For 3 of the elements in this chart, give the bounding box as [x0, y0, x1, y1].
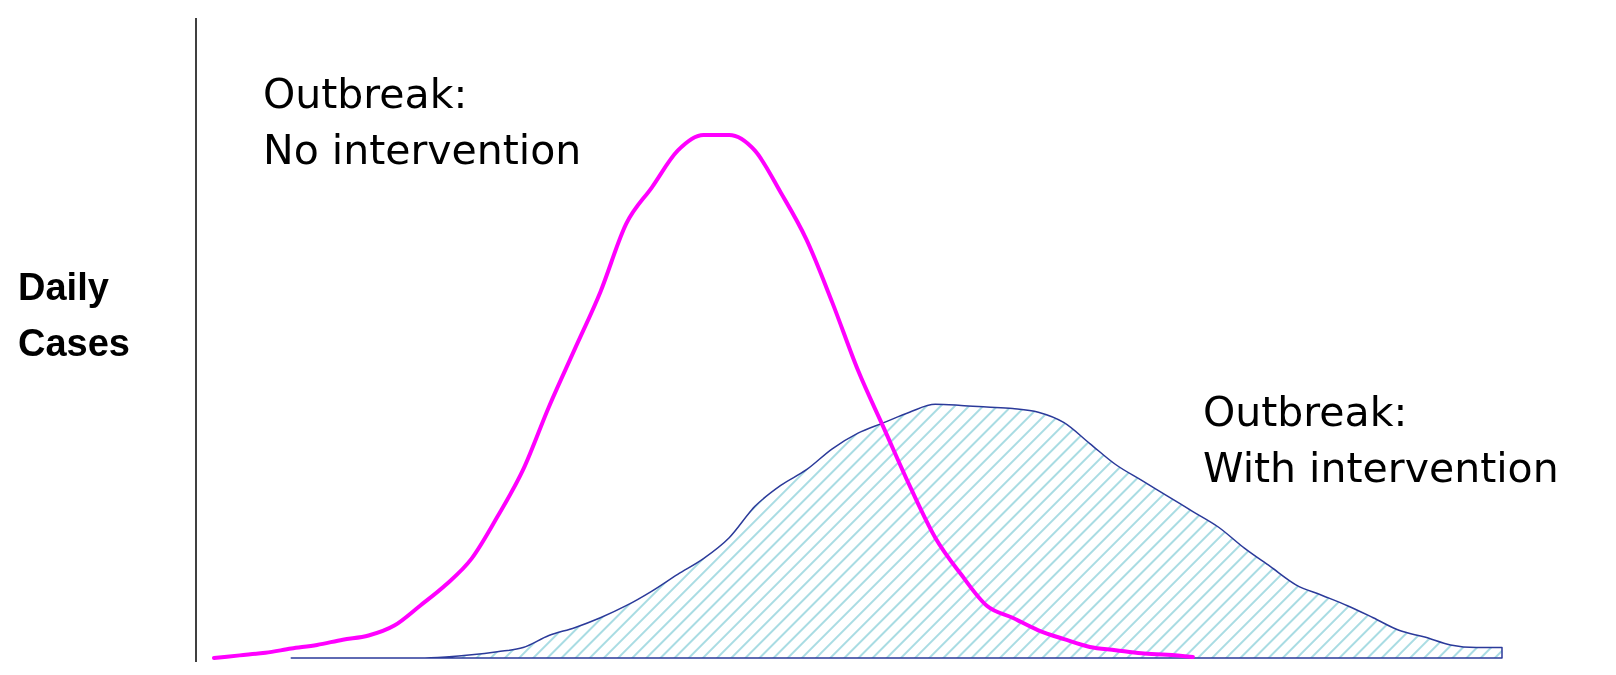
- series-label: Outbreak: No intervention: [263, 70, 582, 174]
- series-label: Outbreak: With intervention: [1203, 388, 1559, 492]
- y-axis-title: Daily Cases: [18, 266, 130, 364]
